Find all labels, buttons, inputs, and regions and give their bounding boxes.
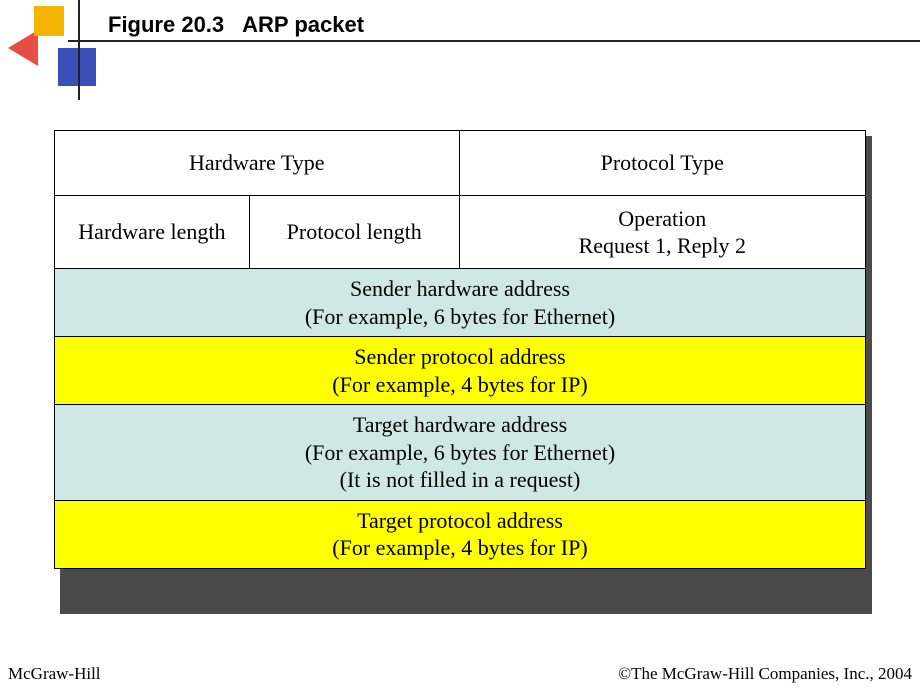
cell-target-proto-addr: Target protocol address (For example, 4 … xyxy=(55,500,866,568)
slide: Figure 20.3 ARP packet Hardware Type Prot… xyxy=(0,0,920,690)
decor-yellow-square xyxy=(34,6,64,36)
cell-target-hw-addr: Target hardware address (For example, 6 … xyxy=(55,405,866,501)
figure-number: Figure 20.3 xyxy=(108,12,224,37)
cell-sender-proto-addr: Sender protocol address (For example, 4 … xyxy=(55,337,866,405)
figure-caption: ARP packet xyxy=(242,12,364,37)
footer-left: McGraw-Hill xyxy=(8,664,101,684)
cell-protocol-type: Protocol Type xyxy=(459,131,865,196)
cell-operation: Operation Request 1, Reply 2 xyxy=(459,196,865,269)
cell-sender-hw-addr: Sender hardware address (For example, 6 … xyxy=(55,269,866,337)
footer-right: ©The McGraw-Hill Companies, Inc., 2004 xyxy=(618,664,912,684)
table-row: Hardware length Protocol length Operatio… xyxy=(55,196,866,269)
table-row: Sender protocol address (For example, 4 … xyxy=(55,337,866,405)
table-row: Sender hardware address (For example, 6 … xyxy=(55,269,866,337)
cell-hardware-length: Hardware length xyxy=(55,196,250,269)
table-row: Target hardware address (For example, 6 … xyxy=(55,405,866,501)
table-row: Target protocol address (For example, 4 … xyxy=(55,500,866,568)
table-row: Hardware Type Protocol Type xyxy=(55,131,866,196)
arp-packet-diagram: Hardware Type Protocol Type Hardware len… xyxy=(54,130,866,569)
footer: McGraw-Hill ©The McGraw-Hill Companies, … xyxy=(0,664,920,684)
decor-blue-square xyxy=(58,48,96,86)
figure-title: Figure 20.3 ARP packet xyxy=(108,12,364,38)
decor-horizontal-rule xyxy=(68,40,920,42)
decor-vertical-rule xyxy=(78,0,80,100)
arp-packet-table: Hardware Type Protocol Type Hardware len… xyxy=(54,130,866,569)
cell-protocol-length: Protocol length xyxy=(249,196,459,269)
cell-hardware-type: Hardware Type xyxy=(55,131,460,196)
